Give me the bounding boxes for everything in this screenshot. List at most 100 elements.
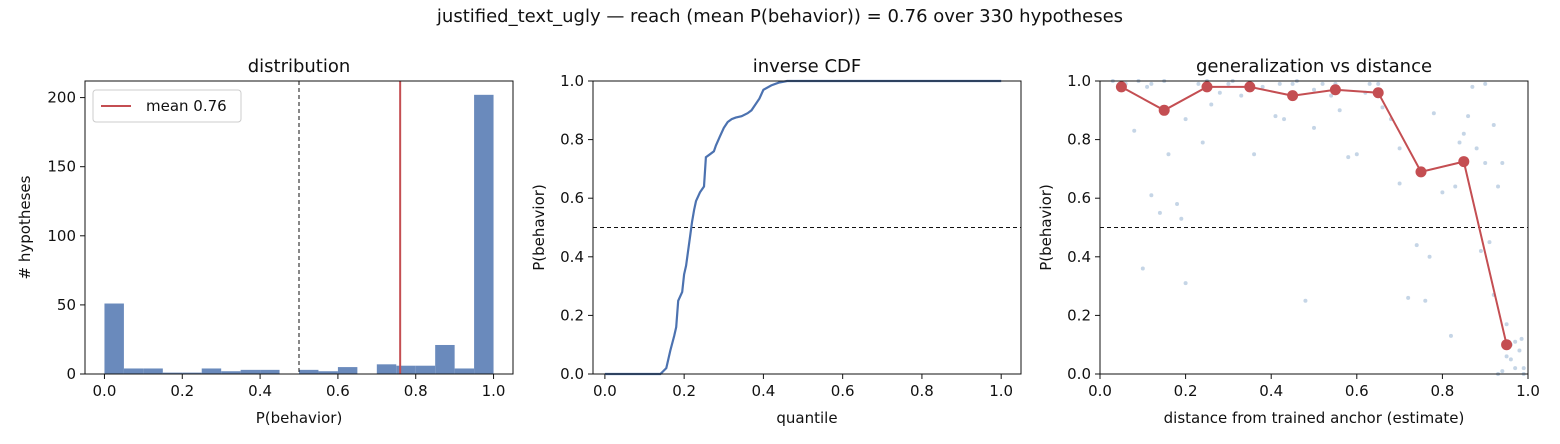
scatter-point <box>1519 336 1524 341</box>
binned-mean-point <box>1372 87 1384 99</box>
histogram-bar <box>260 369 280 374</box>
scatter-point <box>1303 298 1308 303</box>
scatter-point <box>1483 161 1488 166</box>
histogram-bar <box>337 367 358 374</box>
scatter-point <box>1500 161 1505 166</box>
scatter-point <box>1466 114 1471 119</box>
x-tick-label: 0.2 <box>170 382 194 400</box>
y-tick-label: 0.0 <box>560 365 584 383</box>
scatter-point <box>1470 84 1475 89</box>
y-axis-label: P(behavior) <box>1037 184 1055 271</box>
scatter-point <box>1273 114 1278 119</box>
scatter-point <box>1397 146 1402 151</box>
y-tick-label: 0.4 <box>1067 248 1091 266</box>
histogram-bar <box>318 371 338 374</box>
scatter-point <box>1312 87 1316 92</box>
scatter-point <box>1367 81 1372 86</box>
scatter-point <box>1175 202 1180 207</box>
scatter-point <box>1252 152 1257 157</box>
histogram-bar <box>474 94 494 375</box>
y-tick-label: 0.4 <box>560 248 584 266</box>
y-tick-label: 50 <box>57 296 76 314</box>
scatter-point <box>1149 193 1154 198</box>
axes-frame <box>1099 80 1529 375</box>
x-axis-label: distance from trained anchor (estimate) <box>1164 409 1465 427</box>
x-tick-label: 0.0 <box>593 382 617 400</box>
binned-mean-point <box>1158 104 1170 116</box>
binned-mean-point <box>1115 81 1127 93</box>
scatter-point <box>1149 81 1154 86</box>
y-tick-label: 0 <box>66 365 76 383</box>
axes-frame <box>592 80 1022 375</box>
y-axis-label: P(behavior) <box>530 184 548 271</box>
scatter-point <box>1196 81 1201 86</box>
scatter-point <box>1376 81 1381 86</box>
x-tick-label: 0.4 <box>1259 382 1283 400</box>
y-tick-label: 200 <box>47 89 76 107</box>
histogram-bar <box>396 365 416 374</box>
scatter-point <box>1423 298 1428 303</box>
y-axis-label: # hypotheses <box>16 175 34 279</box>
scatter-point <box>1440 190 1445 195</box>
x-tick-label: 0.6 <box>1345 382 1369 400</box>
x-tick-label: 0.4 <box>751 382 775 400</box>
y-tick-label: 0.2 <box>1067 306 1091 324</box>
scatter-point <box>1414 243 1419 248</box>
scatter-point <box>1500 369 1505 374</box>
histogram-bar <box>454 368 475 374</box>
scatter-point <box>1346 155 1351 160</box>
scatter-point <box>1496 184 1501 189</box>
scatter-point <box>1517 348 1522 353</box>
scatter-point <box>1132 128 1137 133</box>
scatter-point <box>1290 81 1295 86</box>
x-tick-label: 1.0 <box>482 382 506 400</box>
histogram-bar <box>123 368 144 374</box>
x-axis-label: quantile <box>776 409 837 427</box>
x-tick-label: 0.0 <box>93 382 117 400</box>
scatter-point <box>1513 339 1518 344</box>
scatter-point <box>1209 102 1214 107</box>
x-tick-label: 1.0 <box>1516 382 1540 400</box>
x-tick-label: 0.6 <box>831 382 855 400</box>
scatter-point <box>1487 240 1492 245</box>
binned-mean-point <box>1458 156 1470 168</box>
y-tick-label: 1.0 <box>560 72 584 90</box>
scatter-point <box>1260 84 1265 89</box>
binned-mean-point <box>1501 339 1513 351</box>
x-tick-label: 1.0 <box>989 382 1013 400</box>
x-tick-label: 0.2 <box>672 382 696 400</box>
y-tick-label: 0.2 <box>560 306 584 324</box>
figure-suptitle: justified_text_ugly — reach (mean P(beha… <box>436 6 1124 27</box>
scatter-point <box>1277 81 1282 86</box>
x-axis-label: P(behavior) <box>256 409 343 427</box>
x-tick-label: 0.6 <box>326 382 350 400</box>
scatter-point <box>1504 354 1509 359</box>
scatter-point <box>1504 322 1509 327</box>
histogram-bar <box>104 303 124 374</box>
scatter-point <box>1320 81 1325 86</box>
scatter-point <box>1179 216 1184 221</box>
y-tick-label: 150 <box>47 158 76 176</box>
scatter-point <box>1239 93 1244 98</box>
scatter-point <box>1183 281 1188 286</box>
y-tick-label: 100 <box>47 227 76 245</box>
chart-title: generalization vs distance <box>1196 56 1432 77</box>
scatter-point <box>1226 81 1231 86</box>
x-tick-label: 0.8 <box>1430 382 1454 400</box>
scatter-point <box>1337 108 1342 113</box>
scatter-point <box>1478 248 1483 253</box>
scatter-point <box>1183 117 1188 122</box>
inverse-cdf-line <box>604 79 1002 376</box>
chart-title: distribution <box>248 56 351 77</box>
scatter-point <box>1453 184 1458 189</box>
scatter-point <box>1354 152 1359 157</box>
binned-mean-point <box>1244 81 1256 93</box>
scatter-point <box>1312 125 1316 130</box>
scatter-point <box>1282 117 1287 122</box>
scatter-point <box>1427 254 1432 259</box>
scatter-point <box>1431 111 1436 116</box>
histogram-bar <box>143 368 163 374</box>
scatter-point <box>1457 140 1462 145</box>
